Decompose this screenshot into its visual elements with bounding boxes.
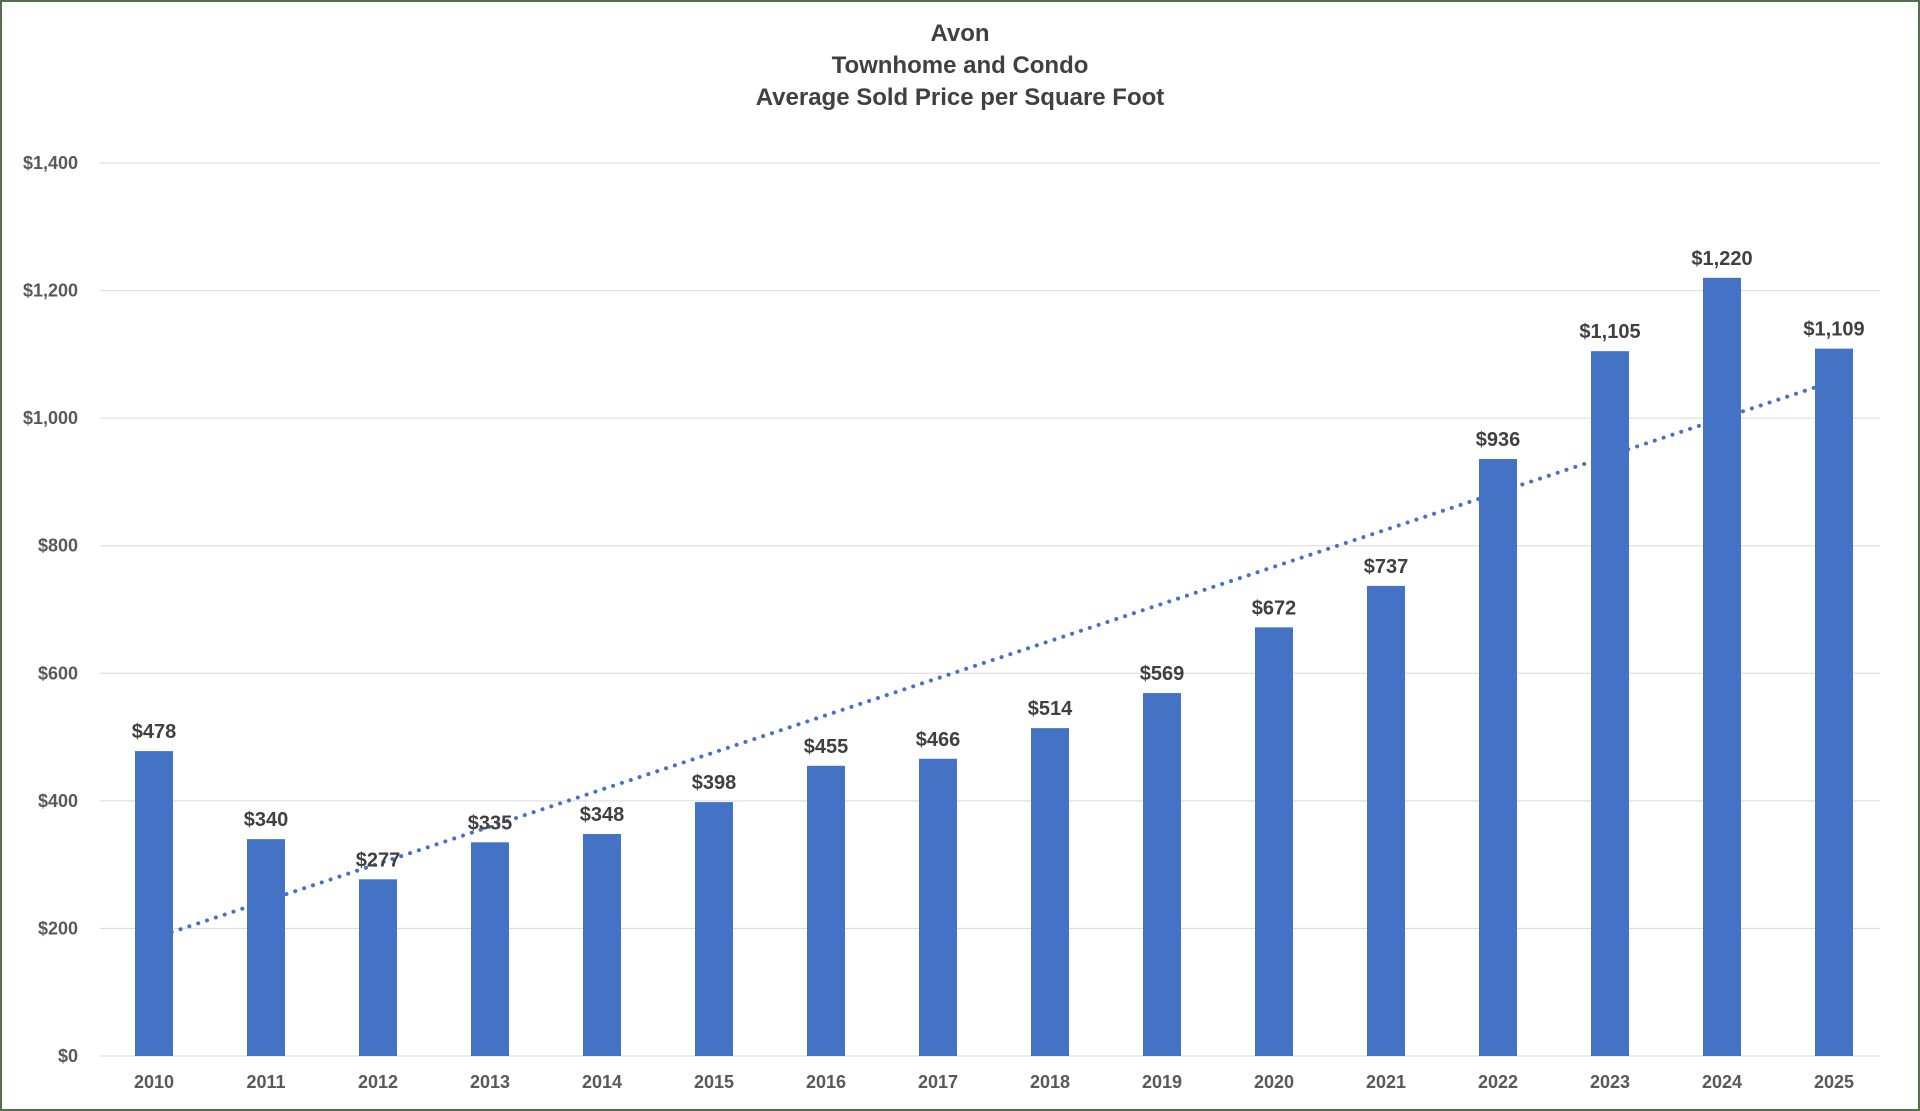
bar-value-label-2017: $466 xyxy=(916,729,961,751)
x-axis-label-2015: 2015 xyxy=(694,1072,734,1092)
trendline xyxy=(152,379,1836,940)
bar-2022 xyxy=(1479,458,1517,1057)
x-axis-label-2018: 2018 xyxy=(1030,1072,1070,1092)
trendline-layer xyxy=(152,379,1836,940)
x-axis-label-2010: 2010 xyxy=(134,1072,174,1092)
x-axis-label-2017: 2017 xyxy=(918,1072,958,1092)
x-axis-label-2016: 2016 xyxy=(806,1072,846,1092)
y-axis-label: $600 xyxy=(38,663,78,683)
bar-value-label-2015: $398 xyxy=(692,772,737,794)
y-axis-label: $400 xyxy=(38,791,78,811)
x-axis-label-2023: 2023 xyxy=(1590,1072,1630,1092)
bar-2010 xyxy=(135,751,173,1056)
bar-value-label-2013: $335 xyxy=(468,812,513,834)
bar-value-label-2018: $514 xyxy=(1028,698,1073,720)
chart-title-line-1: Avon xyxy=(930,20,990,47)
bar-value-label-2023: $1,105 xyxy=(1579,321,1640,343)
y-axis-label: $1,200 xyxy=(23,281,78,301)
x-axis-label-2014: 2014 xyxy=(582,1072,622,1092)
labels-layer: $0 $200 $400 $600 $800 $1,000 $1,200 $1,400 $478… xyxy=(23,153,1865,1092)
bar-2023 xyxy=(1591,351,1629,1056)
y-axis-label: $1,400 xyxy=(23,153,78,173)
bar-2020 xyxy=(1255,627,1293,1056)
bar-2013 xyxy=(471,842,509,1056)
bars-layer xyxy=(135,277,1853,1057)
bar-value-label-2020: $672 xyxy=(1252,597,1297,619)
bar-value-label-2011: $340 xyxy=(244,809,289,831)
bar-value-label-2021: $737 xyxy=(1364,556,1409,578)
bar-2015 xyxy=(695,802,733,1056)
bar-2017 xyxy=(919,758,957,1056)
bar-value-label-2012: $277 xyxy=(356,849,401,871)
bar-value-label-2025: $1,109 xyxy=(1803,319,1864,341)
x-axis-label-2011: 2011 xyxy=(246,1072,285,1092)
bar-value-label-2019: $569 xyxy=(1140,663,1185,685)
y-axis-label: $1,000 xyxy=(23,408,78,428)
bar-2012 xyxy=(359,879,397,1056)
bar-value-label-2016: $455 xyxy=(804,736,849,758)
y-axis-label: $200 xyxy=(38,918,78,938)
y-axis-label: $0 xyxy=(58,1046,78,1066)
bar-2021 xyxy=(1367,585,1405,1056)
chart-title-line-2: Townhome and Condo xyxy=(831,52,1089,79)
x-axis-label-2020: 2020 xyxy=(1254,1072,1294,1092)
bar-2014 xyxy=(583,834,621,1056)
x-axis-label-2019: 2019 xyxy=(1142,1072,1182,1092)
x-axis-label-2021: 2021 xyxy=(1366,1072,1406,1092)
bar-value-label-2024: $1,220 xyxy=(1691,248,1752,270)
bar-value-label-2010: $478 xyxy=(132,721,177,743)
x-axis-label-2013: 2013 xyxy=(470,1072,510,1092)
bar-2011 xyxy=(247,839,285,1056)
bar-2016 xyxy=(807,765,845,1056)
x-axis-label-2024: 2024 xyxy=(1702,1072,1742,1092)
chart-title-line-3: Average Sold Price per Square Foot xyxy=(755,84,1165,111)
x-axis-label-2022: 2022 xyxy=(1478,1072,1518,1092)
bar-2025 xyxy=(1815,348,1853,1056)
bar-value-label-2022: $936 xyxy=(1476,429,1521,451)
bar-2019 xyxy=(1143,693,1181,1056)
bar-2018 xyxy=(1031,728,1069,1056)
bar-2024 xyxy=(1703,277,1741,1056)
x-axis-label-2012: 2012 xyxy=(358,1072,398,1092)
x-axis-label-2025: 2025 xyxy=(1814,1072,1854,1092)
bar-value-label-2014: $348 xyxy=(580,804,625,826)
chart-title: Avon Townhome and Condo Average Sold Pri… xyxy=(2,18,1918,114)
y-axis-label: $800 xyxy=(38,536,78,556)
